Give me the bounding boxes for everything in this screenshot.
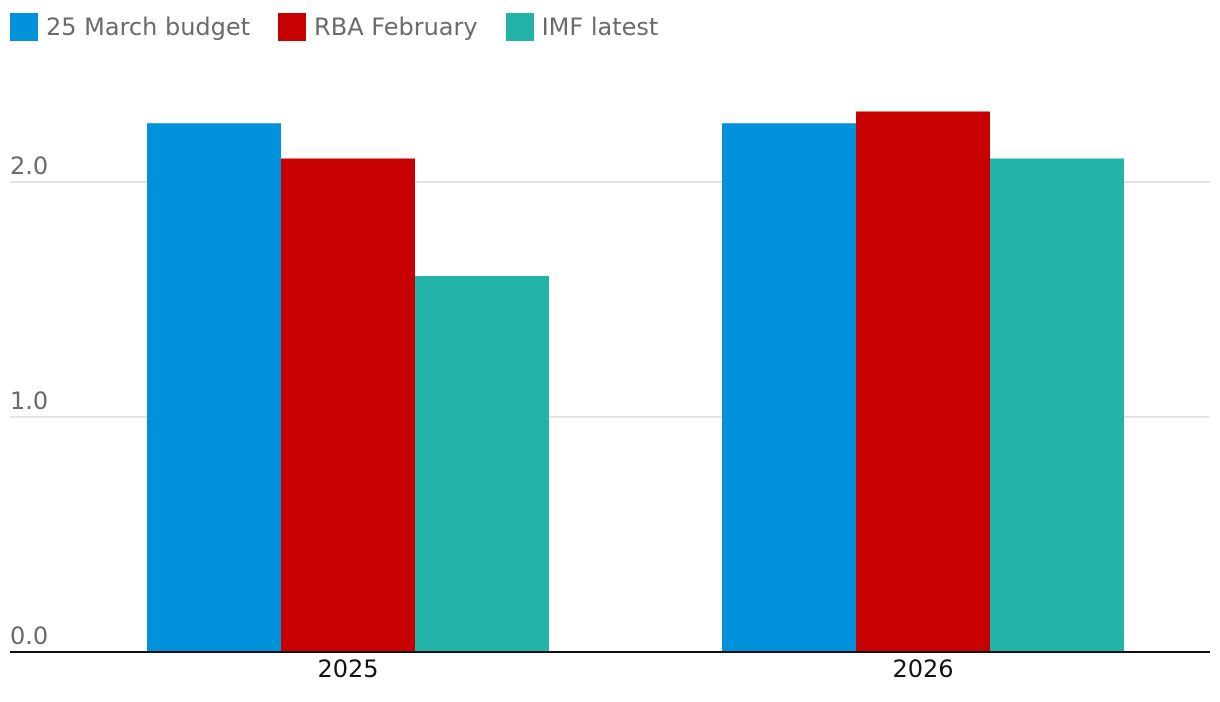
- x-tick-label-2026: 2026: [892, 655, 953, 683]
- x-tick-label-2025: 2025: [317, 655, 378, 683]
- y-tick-label-1: 1.0: [10, 387, 48, 415]
- legend-label-rba: RBA February: [314, 13, 478, 41]
- legend-item-imf: IMF latest: [505, 13, 659, 41]
- legend-item-budget: 25 March budget: [10, 13, 250, 41]
- legend-swatch-rba: [278, 13, 307, 41]
- y-tick-label-2: 2.0: [10, 152, 48, 180]
- legend-item-rba: RBA February: [278, 13, 478, 41]
- bar-2025-series-2: [415, 276, 549, 652]
- bar-2026-series-0: [722, 123, 856, 652]
- bar-2026-series-1: [856, 111, 990, 652]
- bar-2025-series-0: [147, 123, 281, 652]
- legend-swatch-imf: [505, 13, 534, 41]
- bar-2025-series-1: [281, 158, 415, 652]
- y-tick-label-0: 0.0: [10, 622, 48, 650]
- bar-2026-series-2: [990, 158, 1124, 652]
- legend-label-budget: 25 March budget: [46, 13, 251, 41]
- legend-label-imf: IMF latest: [541, 13, 659, 41]
- legend-swatch-budget: [10, 13, 38, 41]
- chart-legend: 25 March budget RBA February IMF latest: [10, 12, 686, 42]
